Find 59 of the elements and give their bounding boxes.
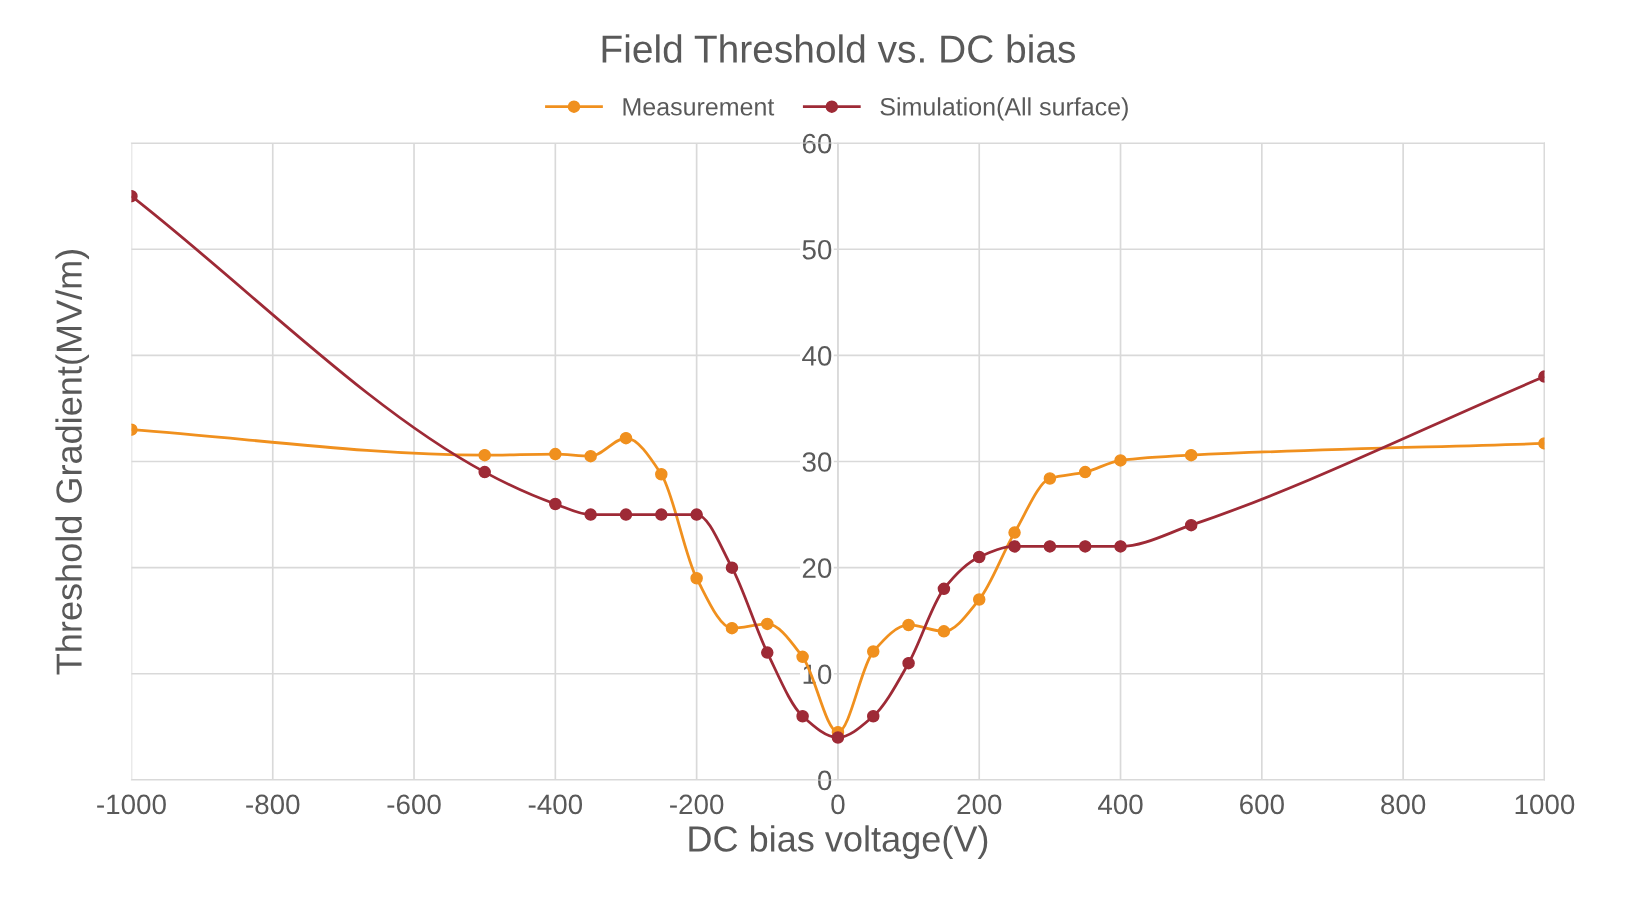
- legend-label: Measurement: [623, 98, 775, 116]
- x-tick-label: -400: [528, 794, 583, 815]
- point: [549, 497, 562, 511]
- point: [584, 449, 597, 463]
- point: [1114, 454, 1127, 467]
- point: [655, 467, 668, 481]
- point: [725, 621, 739, 635]
- point: [1184, 518, 1198, 532]
- x-tick-label: -200: [670, 794, 724, 815]
- x-tick-label: 600: [1240, 794, 1284, 815]
- point: [478, 448, 491, 462]
- y-tick-label: 0: [818, 770, 832, 791]
- point: [478, 465, 491, 479]
- x-axis-title: DC bias voltage(V): [689, 825, 988, 859]
- x-tick-label: 1000: [1515, 794, 1575, 815]
- point: [1078, 465, 1092, 479]
- point: [1008, 540, 1021, 553]
- point: [1008, 526, 1021, 539]
- point: [1043, 540, 1057, 553]
- point: [1184, 448, 1198, 462]
- x-tick-label: 400: [1097, 794, 1143, 815]
- x-tick-label: 800: [1381, 794, 1426, 815]
- x-tick-label: -800: [246, 794, 300, 815]
- point: [867, 645, 880, 658]
- point: [937, 582, 951, 596]
- point: [1078, 540, 1092, 553]
- legend-label: Simulation(All surface): [880, 97, 1128, 121]
- y-tick-label: 40: [802, 346, 832, 366]
- y-tick-label: 60: [802, 133, 832, 154]
- point: [690, 508, 703, 521]
- point: [972, 593, 986, 606]
- point: [619, 431, 633, 445]
- point: [972, 550, 986, 564]
- point: [584, 508, 597, 521]
- point: [902, 656, 915, 670]
- x-tick-label: 200: [957, 794, 1002, 815]
- x-tick-label: -1000: [97, 794, 166, 815]
- point: [937, 625, 951, 638]
- point: [796, 650, 809, 664]
- point: [655, 508, 668, 521]
- point: [761, 646, 774, 659]
- point: [725, 561, 739, 574]
- point: [761, 617, 774, 631]
- point: [1043, 472, 1057, 485]
- point: [690, 572, 703, 585]
- point: [867, 709, 880, 723]
- x-tick-label: -600: [387, 794, 441, 815]
- y-axis-title: Threshold Gradient(MV/m): [55, 250, 90, 675]
- point: [796, 709, 809, 723]
- point: [619, 508, 633, 521]
- y-tick-label: 50: [802, 239, 832, 260]
- y-tick-label: 30: [802, 452, 832, 472]
- point: [831, 731, 845, 744]
- point: [1114, 540, 1127, 553]
- y-tick-label: 20: [802, 558, 832, 578]
- point: [902, 618, 915, 632]
- chart-title: Field Threshold vs. DC bias: [602, 34, 1076, 63]
- x-tick-label: 0: [831, 794, 845, 815]
- point: [549, 447, 562, 461]
